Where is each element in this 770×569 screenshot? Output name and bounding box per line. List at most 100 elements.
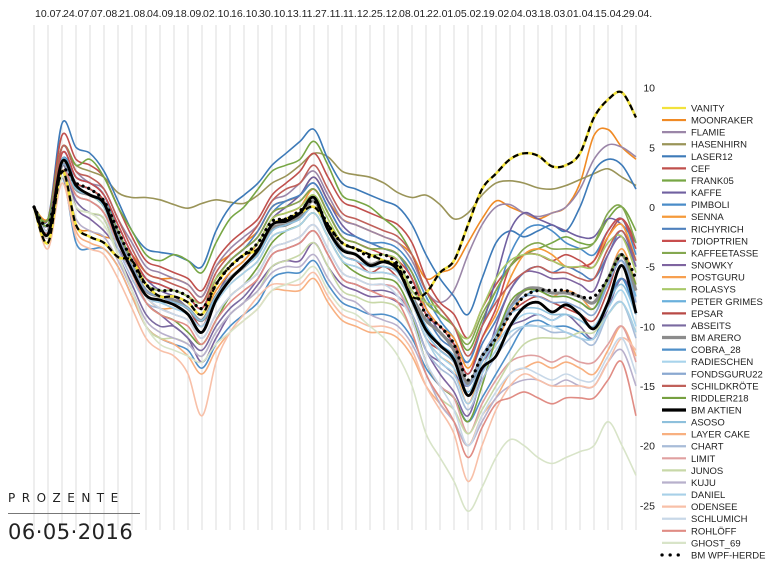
x-tick-label: 04.09. [147, 8, 176, 20]
legend-label: CHART [691, 442, 724, 453]
legend-label: 7DIOPTRIEN [691, 236, 748, 247]
legend-label: SNOWKY [691, 261, 734, 272]
x-tick-label: 07.08. [91, 8, 120, 20]
legend-label: DANIEL [691, 490, 725, 501]
legend-label: COBRA_28 [691, 345, 741, 356]
legend-label: KAFFEETASSE [691, 248, 758, 259]
x-tick-label: 18.03. [539, 8, 568, 20]
series-line-ghost-69 [33, 175, 637, 512]
legend-item-cef: CEF [662, 164, 710, 175]
legend-item-junos: JUNOS [662, 466, 723, 477]
x-tick-label: 21.08. [119, 8, 148, 20]
y-tick-label: 0 [649, 202, 655, 214]
y-tick-label: -20 [640, 441, 655, 453]
legend-item-kuju: KUJU [662, 478, 716, 489]
legend-item-vanity: VANITY [662, 104, 725, 115]
legend-label: KAFFE [691, 188, 722, 199]
legend-item-odensee: ODENSEE [662, 502, 737, 513]
legend-label: LAYER CAKE [691, 430, 750, 441]
x-tick-label: 10.07. [35, 8, 64, 20]
legend-item-7dioptrien: 7DIOPTRIEN [662, 236, 748, 247]
legend-label: ASOSO [691, 418, 725, 429]
legend-item-frank05: FRANK05 [662, 176, 734, 187]
x-tick-label: 27.11. [315, 8, 343, 20]
x-tick-label: 18.09. [175, 8, 204, 20]
legend-label: CEF [691, 164, 710, 175]
y-tick-label: -15 [640, 381, 655, 393]
y-tick-label: -5 [646, 262, 655, 274]
legend-label: JUNOS [691, 466, 723, 477]
x-tick-label: 30.10. [259, 8, 288, 20]
as-of-date: 06·05·2016 [8, 520, 134, 544]
legend-item-bm-wpf-herde: BM WPF-HERDE [660, 550, 765, 561]
series-line-odensee [33, 182, 637, 483]
legend-label: GHOST_69 [691, 538, 741, 549]
series-line-postguru [33, 169, 637, 405]
legend-item-peter-grimes: PETER GRIMES [662, 297, 763, 308]
legend-label: LIMIT [691, 454, 715, 465]
legend-item-cobra-28: COBRA_28 [662, 345, 741, 356]
legend-label: FLAMIE [691, 128, 725, 139]
x-tick-label: 04.03. [511, 8, 540, 20]
series-lines [32, 90, 638, 512]
unit-label: PROZENTE [8, 491, 125, 505]
legend-label: BM WPF-HERDE [691, 550, 765, 561]
chart-caption: PROZENTE 06·05·2016 [8, 491, 143, 544]
series-line-daniel [33, 169, 637, 405]
legend-label: KUJU [691, 478, 716, 489]
legend-item-radieschen: RADIESCHEN [662, 357, 753, 368]
legend-label: RIDDLER218 [691, 393, 749, 404]
legend-label: RADIESCHEN [691, 357, 753, 368]
legend-item-schlumich: SCHLUMICH [662, 514, 748, 525]
legend-item-rohlöff: ROHLÖFF [662, 526, 737, 537]
legend-item-kaffe: KAFFE [662, 188, 722, 199]
legend-item-bm-arero: BM ARERO [662, 333, 741, 344]
legend-item-fondsguru22: FONDSGURU22 [662, 369, 763, 380]
legend-item-flamie: FLAMIE [662, 128, 725, 139]
legend-label: ROLASYS [691, 285, 736, 296]
legend-item-snowky: SNOWKY [662, 261, 734, 272]
legend-label: ODENSEE [691, 502, 737, 513]
series-line-layer-cake [33, 176, 637, 447]
legend-item-epsar: EPSAR [662, 309, 723, 320]
legend-item-chart: CHART [662, 442, 724, 453]
legend-item-pimboli: PIMBOLI [662, 200, 730, 211]
x-tick-label: 13.11. [287, 8, 315, 20]
x-tick-label: 22.01. [427, 8, 456, 20]
series-line-bm-wpf-herde [32, 168, 638, 382]
legend: VANITYMOONRAKERFLAMIEHASENHIRNLASER12CEF… [660, 104, 765, 561]
x-tick-label: 25.12. [371, 8, 400, 20]
legend-item-ghost-69: GHOST_69 [662, 538, 741, 549]
legend-label: HASENHIRN [691, 140, 747, 151]
legend-label: EPSAR [691, 309, 723, 320]
legend-label: SCHILDKRÖTE [691, 381, 759, 392]
legend-item-daniel: DANIEL [662, 490, 725, 501]
x-axis-tick-labels: 10.07.24.07.07.08.21.08.04.09.18.09.02.1… [35, 8, 652, 20]
legend-label: PETER GRIMES [691, 297, 763, 308]
legend-item-layer-cake: LAYER CAKE [662, 430, 750, 441]
x-tick-label: 08.01. [399, 8, 428, 20]
series-line-bm-aktien [32, 158, 638, 397]
legend-item-rolasys: ROLASYS [662, 285, 736, 296]
x-tick-label: 02.10. [203, 8, 232, 20]
legend-item-bm-aktien: BM AKTIEN [662, 406, 742, 417]
legend-label: LASER12 [691, 152, 733, 163]
legend-label: SENNA [691, 212, 724, 223]
legend-label: ROHLÖFF [691, 526, 737, 537]
legend-label: POSTGURU [691, 273, 745, 284]
series-line-hasenhirn [33, 144, 637, 223]
legend-item-asoso: ASOSO [662, 418, 725, 429]
legend-item-riddler218: RIDDLER218 [662, 393, 749, 404]
caption-divider [8, 513, 140, 514]
y-tick-label: 10 [643, 83, 655, 95]
y-tick-label: -25 [640, 500, 655, 512]
legend-item-senna: SENNA [662, 212, 724, 223]
legend-label: VANITY [691, 104, 725, 115]
legend-item-moonraker: MOONRAKER [662, 116, 753, 127]
legend-item-limit: LIMIT [662, 454, 715, 465]
y-tick-label: -10 [640, 321, 655, 333]
y-axis-tick-labels: 10 5 0 -5 -10 -15 -20 -25 [640, 83, 655, 513]
legend-item-schildkröte: SCHILDKRÖTE [662, 381, 759, 392]
legend-item-kaffeetasse: KAFFEETASSE [662, 248, 758, 259]
